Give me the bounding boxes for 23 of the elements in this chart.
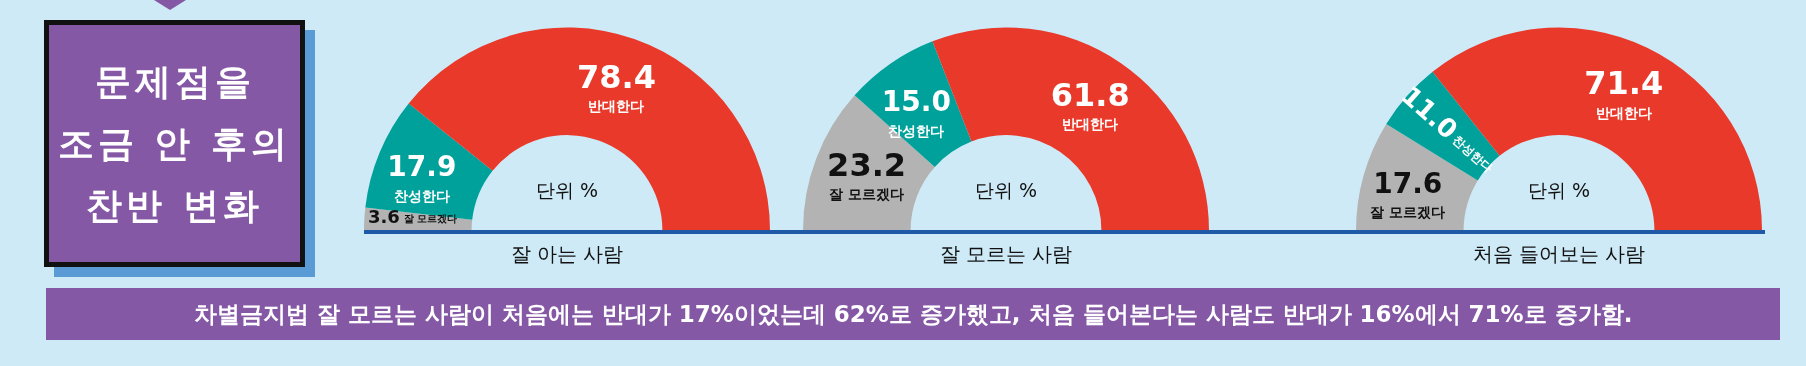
data-label: 61.8 (1050, 75, 1130, 114)
text: 차별금지법 잘 모르는 사람이 처음에는 반대가 17%이었는데 62%로 증가했고, 처음 들어본다는 사람도 반대가 16%에서 71%로 증가함. (46, 288, 1780, 340)
text: 단위 % (974, 179, 1038, 202)
slice-label: 반대한다 (588, 98, 645, 115)
text: 처음 들어보는 사람 (1471, 241, 1647, 268)
data-label: 17.9 (387, 150, 457, 184)
data-label: 71.4 (1584, 64, 1664, 103)
slice-label: 잘 모르겠다 (829, 185, 905, 202)
data-label: 15.0 (881, 85, 951, 119)
slice-label: 반대한다 (1595, 104, 1652, 121)
data-label: 78.4 (577, 58, 656, 97)
slice-label: 잘 모르겠다 (1370, 204, 1446, 221)
data-label: 3.6 (368, 206, 400, 228)
text: 잘 모르는 사람 (938, 241, 1074, 268)
text: 단위 % (535, 179, 599, 202)
slice-label: 찬성한다 (393, 187, 450, 204)
text: 잘 아는 사람 (509, 241, 625, 268)
text: 문제점을 조금 안 후의 찬반 변화 (56, 59, 293, 228)
text: 단위 % (1527, 179, 1591, 202)
slice-label: 반대한다 (1062, 116, 1119, 132)
data-label: 17.6 (1373, 167, 1443, 201)
slice-label: 잘 모르겠다 (403, 213, 458, 225)
data-label: 23.2 (827, 145, 907, 184)
